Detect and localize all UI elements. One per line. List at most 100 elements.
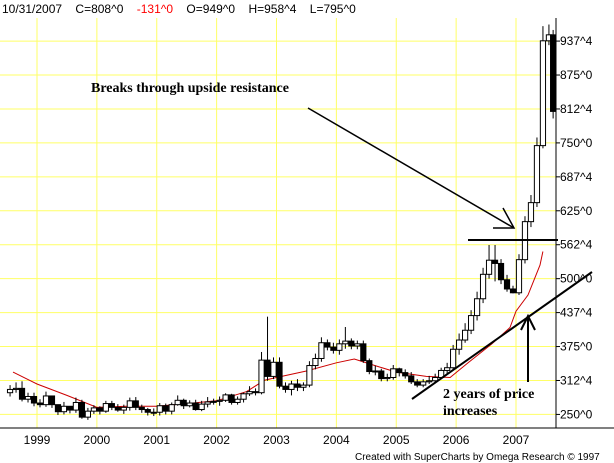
candle [462, 323, 469, 343]
candle-body [330, 346, 337, 351]
candle [276, 357, 283, 389]
trend-line [411, 271, 593, 400]
candle [84, 407, 91, 420]
footer-credit: Created with SuperCharts by Omega Resear… [355, 452, 600, 463]
candle-body [36, 402, 44, 406]
candle [54, 404, 62, 415]
header-quote: 10/31/2007 C=808^0 -131^0 O=949^0 H=958^… [2, 2, 356, 16]
x-tick-label: 2006 [443, 433, 470, 447]
x-tick-label: 2007 [503, 433, 530, 447]
candle-body [66, 405, 74, 411]
candle [216, 396, 223, 406]
candle [132, 397, 139, 411]
candle-body [378, 370, 385, 380]
candle [102, 400, 109, 413]
candle [138, 404, 145, 413]
y-tick-labels: 250^0 312^4 375^0 437^4 500^0 562^4 625^0 687^4… [560, 34, 593, 421]
candle [126, 397, 133, 411]
candle [60, 401, 68, 415]
candle [479, 267, 487, 304]
candle [120, 404, 127, 414]
candle-body [479, 273, 487, 300]
y-tick-label: 500^0 [560, 272, 593, 286]
candle [491, 244, 499, 282]
y-tick-label: 562^4 [560, 238, 593, 252]
candle [348, 338, 355, 350]
candle [12, 382, 20, 393]
candle-body [467, 315, 475, 331]
candle-body [6, 388, 14, 394]
candle-body [432, 376, 439, 382]
x-tick-label: 2000 [84, 433, 111, 447]
candle-body [354, 343, 361, 347]
candle-body [462, 329, 469, 341]
candle [294, 379, 301, 392]
candle [240, 392, 247, 403]
y-tick-label: 937^4 [560, 34, 593, 48]
candle-body [491, 259, 499, 264]
candle [264, 316, 271, 381]
candle-body [336, 343, 343, 351]
candle-body [246, 391, 253, 395]
candle-body [102, 403, 109, 412]
candle-body [162, 405, 169, 412]
candle [539, 26, 547, 149]
x-tick-label: 1999 [24, 433, 51, 447]
candle [186, 400, 193, 408]
candle-body [485, 259, 493, 275]
candle [162, 403, 169, 415]
candle [24, 392, 32, 403]
candle [330, 342, 337, 354]
candle [306, 361, 313, 388]
candle-body [366, 360, 373, 373]
x-tick-label: 2005 [383, 433, 410, 447]
annotation-trend-line1: 2 years of price [443, 387, 534, 402]
candle [503, 274, 511, 292]
candle-body [96, 407, 103, 412]
candle [228, 393, 235, 405]
candle-body [384, 376, 391, 380]
candle-body [444, 367, 451, 371]
candle-body [12, 387, 20, 390]
candle [222, 393, 229, 402]
candle [192, 399, 199, 411]
candle-body [18, 387, 26, 400]
candle [42, 391, 50, 407]
candle-body [509, 288, 517, 294]
candle [174, 395, 181, 406]
candle-body [84, 410, 91, 418]
candle [144, 407, 151, 416]
candle-body [420, 381, 427, 386]
y-tick-label: 625^0 [560, 204, 593, 218]
header-low: L=795^0 [310, 2, 356, 16]
candle [234, 396, 241, 405]
candle-body [450, 348, 457, 369]
candle [426, 375, 433, 385]
arrow-head-trend [520, 313, 536, 331]
candle [114, 404, 121, 412]
candle-body [503, 279, 511, 290]
candle [6, 385, 14, 397]
candle [372, 365, 379, 376]
candle-body [138, 406, 145, 411]
candle [550, 29, 557, 119]
header-change: -131^0 [137, 2, 174, 16]
x-tick-labels: 1999 2000 2001 2002 2003 2004 2005 2006 2007 [24, 433, 530, 447]
candle [156, 403, 163, 416]
x-tick-label: 2001 [143, 433, 170, 447]
candle [450, 344, 457, 370]
candle-body [282, 385, 289, 390]
candles-layer [6, 24, 557, 420]
candle-body [533, 145, 541, 204]
header-open: O=949^0 [186, 2, 235, 16]
candle-body [294, 383, 301, 388]
candle-body [276, 361, 283, 387]
candle [354, 340, 361, 350]
candle [288, 380, 295, 396]
candle-body [90, 407, 97, 412]
candle-body [539, 40, 547, 147]
candle [342, 326, 349, 349]
candle [36, 399, 44, 408]
candle [180, 398, 187, 409]
candle [336, 339, 343, 355]
